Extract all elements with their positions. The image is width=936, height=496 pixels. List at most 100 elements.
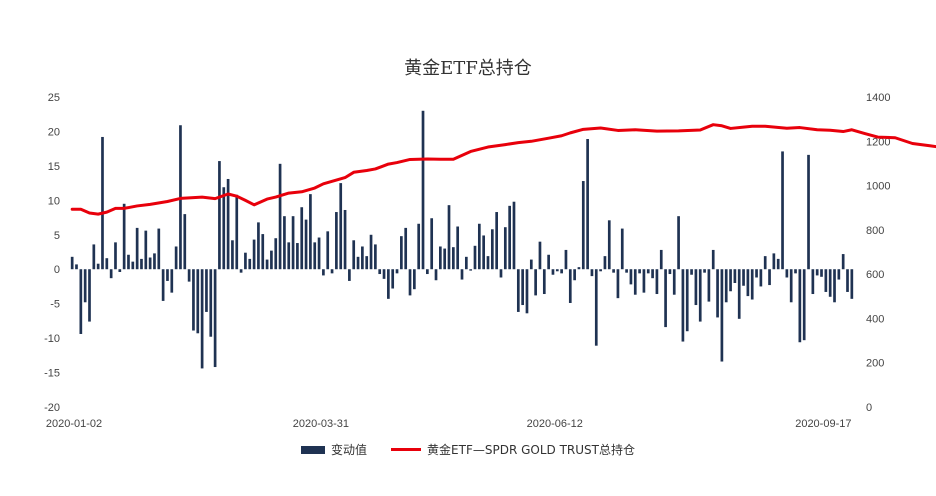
- bar: [486, 256, 490, 270]
- bar: [239, 269, 243, 273]
- bar: [789, 269, 793, 303]
- bar: [447, 205, 451, 270]
- left-tick-label: 25: [48, 92, 60, 104]
- bar: [304, 219, 308, 270]
- bar: [568, 269, 572, 303]
- bar: [252, 239, 256, 270]
- bar: [161, 269, 165, 301]
- bar: [555, 269, 559, 272]
- bar: [408, 269, 412, 296]
- bar-series: [70, 110, 854, 369]
- bar: [192, 269, 195, 331]
- bar: [270, 250, 273, 270]
- bar: [235, 194, 239, 270]
- bar: [607, 220, 611, 270]
- bar: [218, 161, 221, 270]
- legend-label-holdings: 黄金ETF—SPDR GOLD TRUST总持仓: [427, 443, 635, 457]
- bar: [209, 269, 213, 337]
- bar: [482, 235, 485, 270]
- bar: [668, 269, 672, 275]
- bar: [213, 269, 217, 368]
- bar: [759, 269, 763, 287]
- bar: [755, 269, 758, 278]
- bar: [664, 269, 667, 328]
- bar: [594, 269, 598, 346]
- x-axis-ticks: 2020-01-02 2020-03-31 2020-06-12 2020-09-17…: [46, 418, 852, 430]
- bar: [729, 269, 732, 292]
- bar: [183, 214, 187, 270]
- bar: [300, 207, 304, 270]
- line-series: [70, 123, 936, 216]
- bar: [516, 269, 520, 312]
- bar: [430, 218, 434, 270]
- bar: [642, 269, 646, 293]
- bar: [339, 183, 343, 270]
- bar: [551, 269, 555, 275]
- bar: [400, 236, 403, 270]
- bar: [477, 223, 481, 270]
- right-tick-label: 800: [866, 225, 884, 237]
- left-tick-label: 5: [54, 230, 60, 242]
- right-tick-label: 1000: [866, 181, 890, 193]
- bar: [469, 269, 473, 271]
- bar: [694, 269, 698, 306]
- bar: [382, 269, 386, 279]
- bar: [525, 269, 529, 314]
- bar: [135, 227, 139, 270]
- legend-line-swatch: [391, 448, 422, 451]
- bar: [529, 259, 533, 270]
- bar: [586, 139, 589, 270]
- bar: [521, 269, 524, 306]
- bar: [131, 261, 135, 270]
- x-tick-label: 2020-09-17: [795, 418, 851, 430]
- bar: [205, 269, 208, 312]
- bar: [118, 269, 122, 272]
- bar: [742, 269, 745, 286]
- bar: [187, 269, 191, 282]
- bar: [802, 269, 806, 341]
- left-tick-label: -15: [44, 368, 60, 380]
- bar: [413, 269, 416, 290]
- bar: [343, 209, 347, 270]
- bar: [798, 269, 802, 343]
- bar: [837, 269, 841, 280]
- bar: [92, 244, 96, 270]
- bar: [577, 267, 581, 270]
- bar: [464, 256, 468, 270]
- bar: [317, 237, 321, 270]
- bar: [105, 258, 109, 270]
- x-tick-label: 2020-01-02: [46, 418, 102, 430]
- bar: [573, 269, 576, 281]
- legend-item-holdings[interactable]: 黄金ETF—SPDR GOLD TRUST总持仓: [391, 441, 635, 458]
- bar: [369, 234, 373, 270]
- bar: [707, 269, 711, 302]
- bar: [772, 253, 776, 270]
- bar: [335, 212, 338, 270]
- bar: [140, 258, 143, 270]
- bar: [378, 269, 382, 275]
- bar: [365, 256, 369, 270]
- legend-item-change[interactable]: 变动值: [301, 441, 367, 458]
- bar: [75, 264, 78, 270]
- bar: [811, 269, 815, 295]
- bar: [88, 269, 91, 322]
- bar: [426, 269, 429, 275]
- chart-title: 黄金ETF总持仓: [404, 58, 532, 79]
- bar: [361, 246, 364, 270]
- bar: [83, 269, 87, 303]
- right-tick-label: 200: [866, 358, 884, 370]
- right-tick-label: 1400: [866, 92, 890, 104]
- right-tick-label: 600: [866, 269, 884, 281]
- bar: [109, 269, 113, 279]
- bar: [564, 249, 568, 270]
- bar: [685, 269, 689, 332]
- left-tick-label: 15: [48, 161, 60, 173]
- bar: [148, 257, 152, 270]
- bar: [261, 234, 265, 270]
- bar: [850, 269, 854, 299]
- bar: [538, 241, 542, 270]
- bar: [768, 269, 771, 286]
- bar: [313, 242, 317, 270]
- bar: [599, 269, 602, 272]
